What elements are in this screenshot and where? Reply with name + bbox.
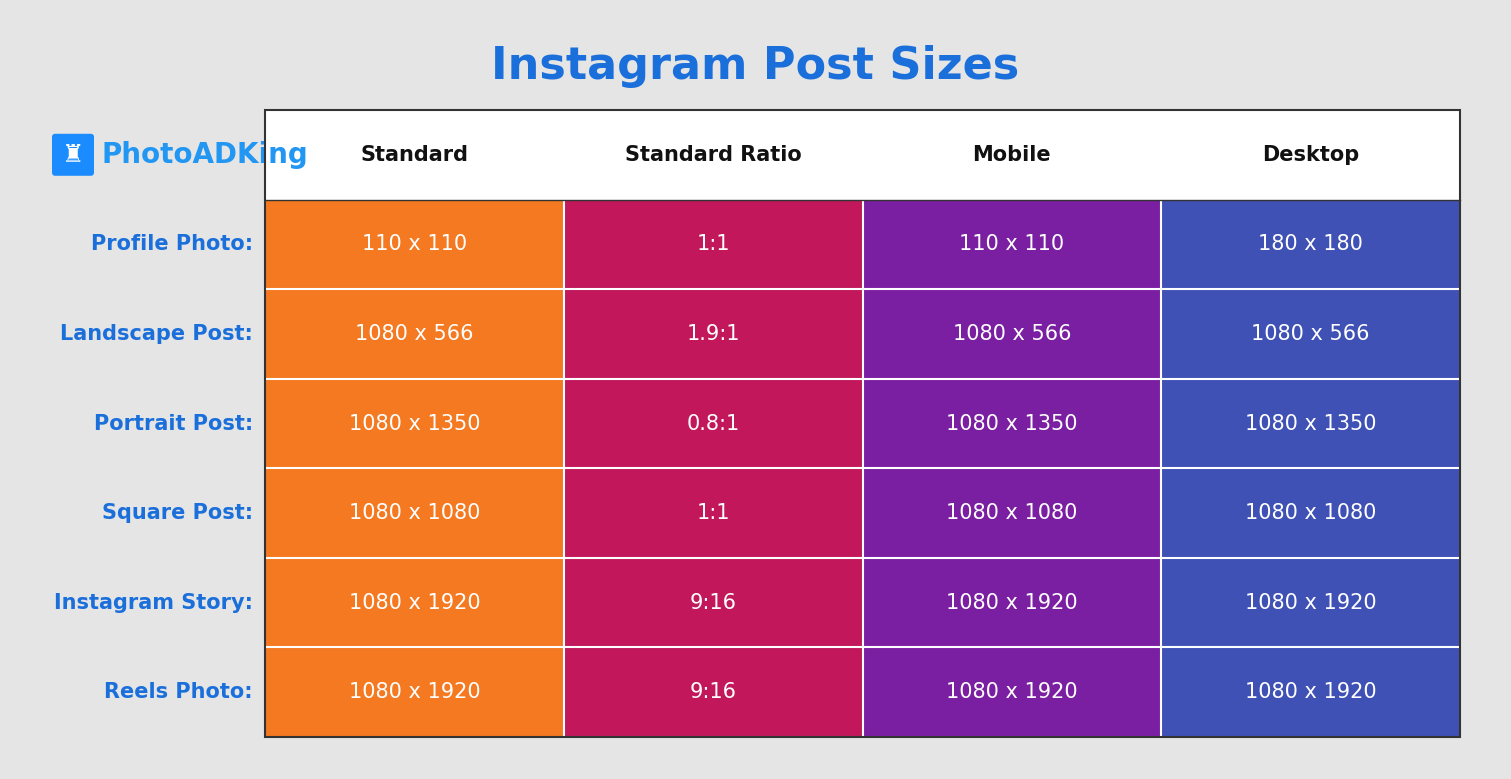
Text: 0.8:1: 0.8:1 [686, 414, 740, 433]
Bar [264, 468, 564, 558]
Text: 1080 x 1080: 1080 x 1080 [946, 503, 1077, 523]
Text: Mobile: Mobile [973, 145, 1052, 165]
Text: Standard: Standard [361, 145, 468, 165]
Text: 1:1: 1:1 [697, 503, 730, 523]
Text: 1080 x 1920: 1080 x 1920 [349, 682, 480, 702]
Bar [264, 379, 564, 468]
Text: 110 x 110: 110 x 110 [959, 234, 1064, 255]
Bar [564, 647, 863, 737]
Bar [564, 558, 863, 647]
Bar [1162, 289, 1460, 379]
Bar [863, 468, 1162, 558]
Bar [1162, 199, 1460, 289]
Text: 1080 x 1920: 1080 x 1920 [1245, 682, 1377, 702]
Text: 1080 x 566: 1080 x 566 [355, 324, 473, 344]
Text: 1080 x 1080: 1080 x 1080 [1245, 503, 1377, 523]
Text: 9:16: 9:16 [689, 593, 737, 612]
Text: 1080 x 1350: 1080 x 1350 [1245, 414, 1377, 433]
Bar [1162, 558, 1460, 647]
Bar [863, 289, 1162, 379]
Bar [264, 647, 564, 737]
Text: Standard Ratio: Standard Ratio [624, 145, 801, 165]
Text: 1080 x 1920: 1080 x 1920 [946, 593, 1077, 612]
FancyBboxPatch shape [51, 134, 94, 176]
Bar [264, 289, 564, 379]
Bar [564, 289, 863, 379]
Text: 1080 x 566: 1080 x 566 [952, 324, 1071, 344]
Text: 1080 x 1920: 1080 x 1920 [349, 593, 480, 612]
Text: 1080 x 1080: 1080 x 1080 [349, 503, 480, 523]
Text: Reels Photo:: Reels Photo: [104, 682, 252, 702]
Text: 1.9:1: 1.9:1 [686, 324, 740, 344]
Bar [564, 379, 863, 468]
Text: Portrait Post:: Portrait Post: [94, 414, 252, 433]
Text: 1080 x 1920: 1080 x 1920 [1245, 593, 1377, 612]
Text: Landscape Post:: Landscape Post: [60, 324, 252, 344]
Bar [264, 199, 564, 289]
Bar [1162, 379, 1460, 468]
Bar [564, 199, 863, 289]
Bar [264, 558, 564, 647]
Text: 1:1: 1:1 [697, 234, 730, 255]
Text: 110 x 110: 110 x 110 [361, 234, 467, 255]
Text: 1080 x 1350: 1080 x 1350 [946, 414, 1077, 433]
Text: ♜: ♜ [62, 143, 85, 167]
Text: PhotoADKing: PhotoADKing [101, 141, 308, 169]
Bar [1162, 647, 1460, 737]
Text: 180 x 180: 180 x 180 [1259, 234, 1363, 255]
Text: Instagram Story:: Instagram Story: [54, 593, 252, 612]
Bar [564, 468, 863, 558]
Bar [863, 558, 1162, 647]
Bar [863, 199, 1162, 289]
Text: Desktop: Desktop [1262, 145, 1360, 165]
Bar [264, 110, 1460, 737]
Bar [863, 379, 1162, 468]
Text: 9:16: 9:16 [689, 682, 737, 702]
Text: 1080 x 1350: 1080 x 1350 [349, 414, 480, 433]
Bar [264, 110, 1460, 199]
Text: 1080 x 1920: 1080 x 1920 [946, 682, 1077, 702]
Text: Profile Photo:: Profile Photo: [91, 234, 252, 255]
Bar [1162, 468, 1460, 558]
Text: Instagram Post Sizes: Instagram Post Sizes [491, 45, 1020, 88]
Text: 1080 x 566: 1080 x 566 [1251, 324, 1370, 344]
Text: Square Post:: Square Post: [101, 503, 252, 523]
Bar [863, 647, 1162, 737]
